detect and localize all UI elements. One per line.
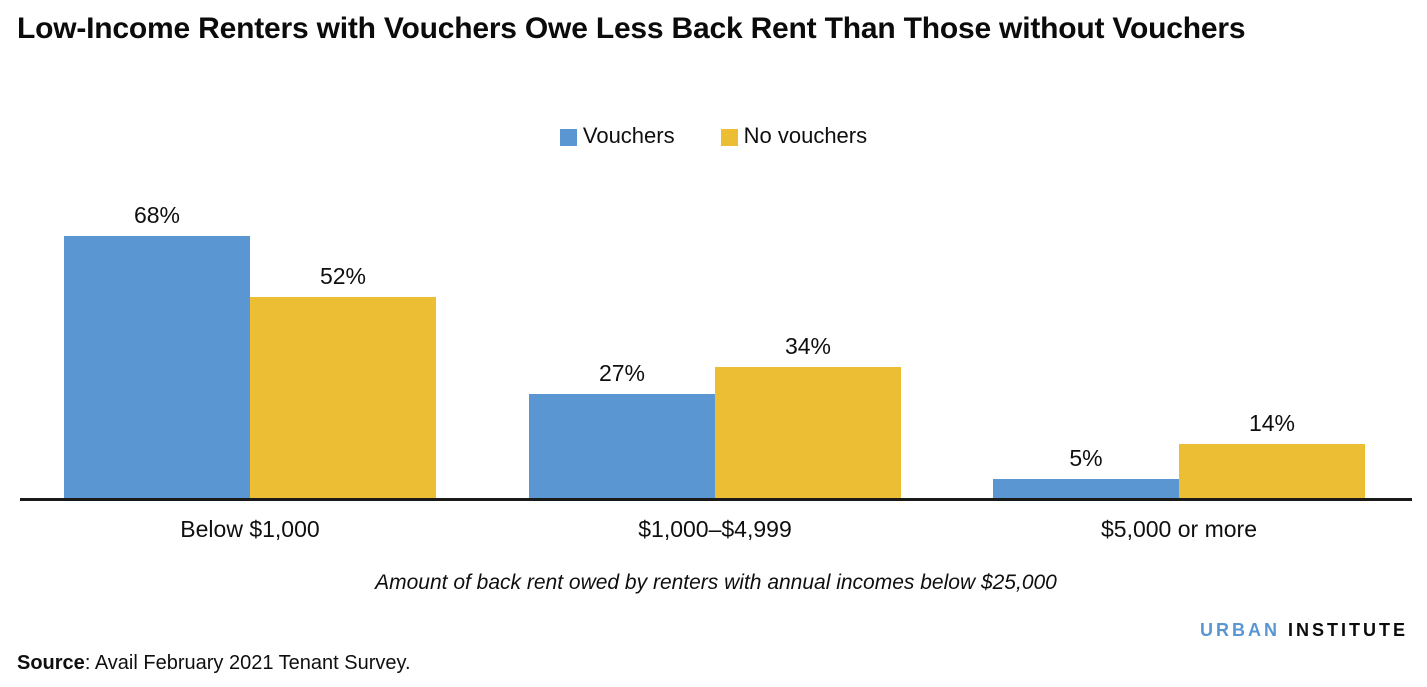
bar-vouchers-below-1-000 (64, 236, 250, 498)
category-label-below-1-000: Below $1,000 (180, 516, 320, 542)
value-label-vouchers-below-1-000: 68% (133, 202, 181, 228)
bar-no-vouchers-below-1-000 (250, 297, 436, 498)
vouchers-swatch-icon (559, 128, 577, 146)
x-axis-line (20, 498, 1412, 501)
logo-institute-text: INSTITUTE (1288, 620, 1408, 640)
urban-institute-logo: URBAN INSTITUTE (1200, 620, 1408, 641)
category-label-5-000-or-more: $5,000 or more (1101, 516, 1257, 542)
value-label-no-vouchers-5-000-or-more: 14% (1248, 410, 1296, 436)
legend-item-no-vouchers: No vouchers (720, 123, 868, 149)
legend-item-vouchers: Vouchers (559, 123, 675, 149)
source-line: Source: Avail February 2021 Tenant Surve… (17, 652, 411, 675)
plot-area: 68% 52% Below $1,000 27% 34% $1,000–$4,999 5% 1… (20, 112, 1412, 542)
value-label-vouchers-5-000-or-more: 5% (1069, 445, 1103, 471)
bar-vouchers-5-000-or-more (993, 479, 1179, 498)
category-label-1-000-4-999: $1,000–$4,999 (638, 516, 792, 542)
value-label-no-vouchers-1-000-4-999: 34% (784, 333, 832, 359)
bar-vouchers-1-000-4-999 (529, 394, 715, 498)
chart-title: Low-Income Renters with Vouchers Owe Les… (17, 12, 1246, 45)
bar-no-vouchers-5-000-or-more (1179, 444, 1365, 498)
value-label-vouchers-1-000-4-999: 27% (598, 360, 646, 386)
source-text: : Avail February 2021 Tenant Survey. (84, 652, 411, 674)
legend: Vouchers No vouchers (0, 121, 1427, 151)
legend-label-no-vouchers: No vouchers (743, 123, 868, 148)
bar-no-vouchers-1-000-4-999 (715, 367, 901, 498)
legend-label-vouchers: Vouchers (582, 123, 675, 148)
value-label-no-vouchers-below-1-000: 52% (319, 263, 367, 289)
no-vouchers-swatch-icon (720, 128, 738, 146)
x-axis-title: Amount of back rent owed by renters with… (375, 571, 1057, 594)
source-label: Source (17, 652, 85, 674)
logo-urban-text: URBAN (1200, 620, 1280, 640)
